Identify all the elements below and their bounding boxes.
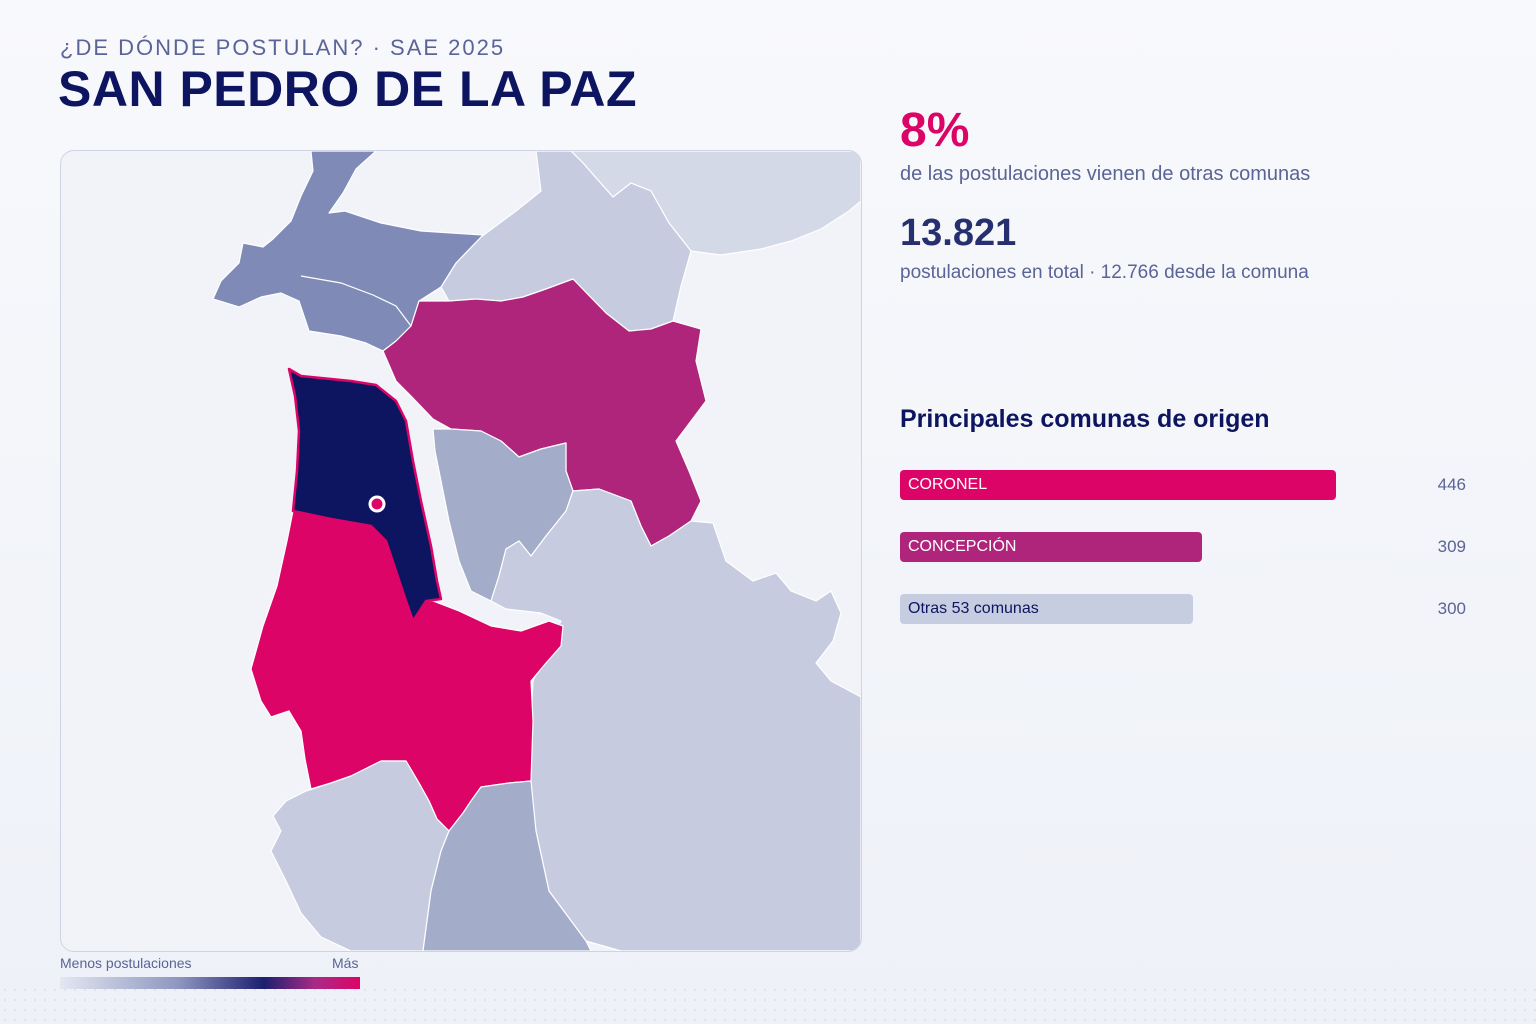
total-applications-value: 13.821 bbox=[900, 212, 1017, 254]
ranking-title: Principales comunas de origen bbox=[900, 405, 1270, 433]
region-boundary-line bbox=[300, 275, 412, 327]
legend-gradient-bar bbox=[60, 977, 360, 989]
map-svg bbox=[212, 151, 861, 951]
ranking-bar-label: CORONEL bbox=[908, 476, 988, 493]
ranking-bar-value: 309 bbox=[1437, 537, 1466, 556]
choropleth-map[interactable] bbox=[60, 150, 862, 952]
region-lota[interactable] bbox=[270, 760, 450, 951]
ranking-bar-label: CONCEPCIÓN bbox=[908, 538, 1017, 555]
region-san-pedro-de-la-paz[interactable] bbox=[287, 367, 443, 623]
ranking-row-concepcion[interactable]: CONCEPCIÓN 309 bbox=[900, 532, 1466, 562]
ranking-bar: CORONEL bbox=[900, 470, 1336, 500]
ranking-bar: CONCEPCIÓN bbox=[900, 532, 1202, 562]
ranking-bar-value: 300 bbox=[1437, 599, 1466, 618]
legend-max-label: Más bbox=[332, 955, 359, 971]
legend-min-label: Menos postulaciones bbox=[60, 955, 192, 971]
ranking-bar-label: Otras 53 comunas bbox=[908, 600, 1039, 617]
total-applications-label: postulaciones en total · 12.766 desde la… bbox=[900, 262, 1309, 283]
external-percent-value: 8% bbox=[900, 104, 970, 157]
ranking-row-otras[interactable]: Otras 53 comunas 300 bbox=[900, 594, 1466, 624]
region-hualqui[interactable] bbox=[490, 488, 861, 951]
decorative-dot-pattern bbox=[0, 985, 1536, 1024]
ranking-bar-value: 446 bbox=[1437, 475, 1466, 494]
ranking-row-coronel[interactable]: CORONEL 446 bbox=[900, 470, 1466, 500]
page-kicker: ¿DE DÓNDE POSTULAN? · SAE 2025 bbox=[60, 35, 506, 60]
region-santa-juana[interactable] bbox=[422, 780, 592, 951]
external-percent-label: de las postulaciones vienen de otras com… bbox=[900, 163, 1311, 185]
page-title: SAN PEDRO DE LA PAZ bbox=[58, 61, 637, 117]
ranking-bar: Otras 53 comunas bbox=[900, 594, 1193, 624]
region-penco[interactable] bbox=[212, 151, 484, 352]
location-marker[interactable] bbox=[368, 495, 386, 513]
